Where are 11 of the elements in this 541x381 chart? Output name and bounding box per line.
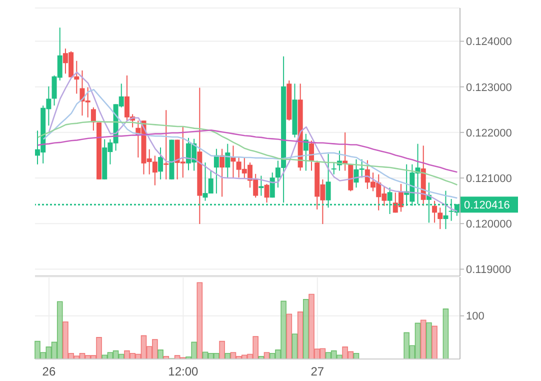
y-tick-label: 0.123000 (466, 82, 512, 94)
y-tick-label: 0.122000 (466, 127, 512, 140)
x-tick-label: 12:00 (168, 364, 199, 379)
y-tick-label: 0.124000 (466, 36, 512, 48)
y-tick-label: 0.119000 (466, 264, 512, 276)
x-tick-label: 27 (310, 364, 324, 379)
ref-line-label: 0.120416 (464, 200, 510, 212)
x-tick-label: 26 (42, 364, 56, 379)
y-tick-label: 0.121000 (466, 172, 512, 185)
y-tick-label: 0.120000 (466, 218, 512, 230)
y-tick-label: 100 (466, 310, 484, 323)
